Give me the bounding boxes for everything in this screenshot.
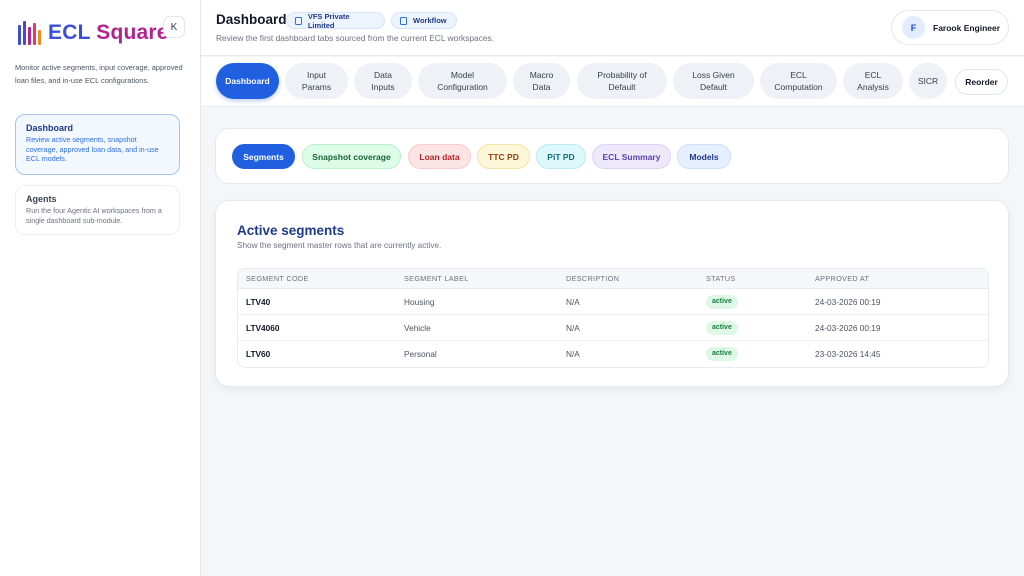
status-badge: active [706, 295, 738, 309]
cell-description: N/A [566, 349, 580, 359]
page-title: Dashboard [216, 12, 287, 27]
tab-loss-given-default[interactable]: Loss Given Default [673, 63, 754, 99]
cell-segment-label: Vehicle [404, 323, 431, 333]
table-header: SEGMENT CODE SEGMENT LABEL DESCRIPTION S… [238, 269, 988, 289]
subtab-ttc-pd[interactable]: TTC PD [477, 144, 530, 169]
sidebar-item-title: Agents [26, 194, 57, 204]
header-segment-label[interactable]: SEGMENT LABEL [404, 274, 469, 283]
module-tabs: Dashboard Input Params Data Inputs Model… [201, 57, 1024, 107]
cell-segment-code: LTV60 [246, 349, 271, 359]
tab-probability-of-default[interactable]: Probability of Default [577, 63, 667, 99]
subtab-segments[interactable]: Segments [232, 144, 295, 169]
tab-data-inputs[interactable]: Data Inputs [354, 63, 412, 99]
header-segment-code[interactable]: SEGMENT CODE [246, 274, 309, 283]
sidebar-item-agents[interactable]: Agents Run the four Agentic AI workspace… [15, 185, 180, 235]
workflow-icon [400, 16, 407, 25]
tab-sicr[interactable]: SICR [909, 63, 947, 99]
subtabs-panel: Segments Snapshot coverage Loan data TTC… [215, 128, 1009, 184]
company-chip-label: VFS Private Limited [307, 11, 350, 30]
cell-approved-at: 24-03-2026 00:19 [815, 323, 881, 333]
sidebar-item-title: Dashboard [26, 123, 74, 133]
section-subtitle: Show the segment master rows that are cu… [237, 241, 442, 250]
sidebar: ECL Square K Monitor active segments, in… [0, 0, 201, 576]
header-status[interactable]: STATUS [706, 274, 736, 283]
avatar: F [902, 16, 925, 39]
page-header: Dashboard VFS Private Limited Workflow R… [201, 0, 1024, 56]
logo-square: Square [96, 20, 169, 44]
user-name: Farook Engineer [933, 22, 1001, 33]
company-chip[interactable]: VFS Private Limited [286, 11, 385, 30]
logo-ecl: ECL [48, 20, 91, 44]
user-menu[interactable]: F Farook Engineer [891, 10, 1009, 45]
logo-text: ECL Square [48, 21, 169, 45]
sidebar-description: Monitor active segments, input coverage,… [15, 63, 183, 85]
table-row[interactable]: LTV40 Housing N/A active 24-03-2026 00:1… [238, 289, 988, 315]
tab-dashboard[interactable]: Dashboard [216, 63, 279, 99]
tab-input-params[interactable]: Input Params [285, 63, 348, 99]
cell-description: N/A [566, 297, 580, 307]
workflow-chip-label: Workflow [413, 16, 447, 25]
cell-approved-at: 23-03-2026 14:45 [815, 349, 881, 359]
cell-segment-label: Personal [404, 349, 437, 359]
active-segments-panel: Active segments Show the segment master … [215, 200, 1009, 387]
subtab-pit-pd[interactable]: PiT PD [536, 144, 586, 169]
cell-approved-at: 24-03-2026 00:19 [815, 297, 881, 307]
header-approved-at[interactable]: APPROVED AT [815, 274, 870, 283]
tab-model-configuration[interactable]: Model Configuration [418, 63, 507, 99]
logo-bars-icon [18, 20, 44, 45]
cell-description: N/A [566, 323, 580, 333]
status-badge: active [706, 321, 738, 335]
table-row[interactable]: LTV60 Personal N/A active 23-03-2026 14:… [238, 341, 988, 367]
sidebar-item-dashboard[interactable]: Dashboard Review active segments, snapsh… [15, 114, 180, 175]
section-title: Active segments [237, 223, 345, 238]
cell-segment-code: LTV40 [246, 297, 271, 307]
subtab-models[interactable]: Models [677, 144, 731, 169]
building-icon [295, 16, 302, 25]
tab-macro-data[interactable]: Macro Data [513, 63, 570, 99]
subtab-loan-data[interactable]: Loan data [408, 144, 471, 169]
reorder-button[interactable]: Reorder [955, 69, 1008, 95]
header-description[interactable]: DESCRIPTION [566, 274, 620, 283]
tab-ecl-analysis[interactable]: ECL Analysis [843, 63, 903, 99]
workflow-chip[interactable]: Workflow [391, 12, 457, 29]
subtab-ecl-summary[interactable]: ECL Summary [592, 144, 671, 169]
cell-segment-code: LTV4060 [246, 323, 280, 333]
subtab-snapshot-coverage[interactable]: Snapshot coverage [302, 144, 401, 169]
sidebar-item-desc: Review active segments, snapshot coverag… [26, 135, 159, 163]
sidebar-item-desc: Run the four Agentic AI workspaces from … [26, 206, 162, 225]
tab-ecl-computation[interactable]: ECL Computation [760, 63, 837, 99]
page-subtitle: Review the first dashboard tabs sourced … [216, 33, 495, 43]
cell-segment-label: Housing [404, 297, 435, 307]
segments-table: SEGMENT CODE SEGMENT LABEL DESCRIPTION S… [237, 268, 989, 368]
table-row[interactable]: LTV4060 Vehicle N/A active 24-03-2026 00… [238, 315, 988, 341]
status-badge: active [706, 347, 738, 361]
app-logo[interactable]: ECL Square [18, 20, 169, 45]
collapse-sidebar-button[interactable]: K [163, 16, 185, 38]
